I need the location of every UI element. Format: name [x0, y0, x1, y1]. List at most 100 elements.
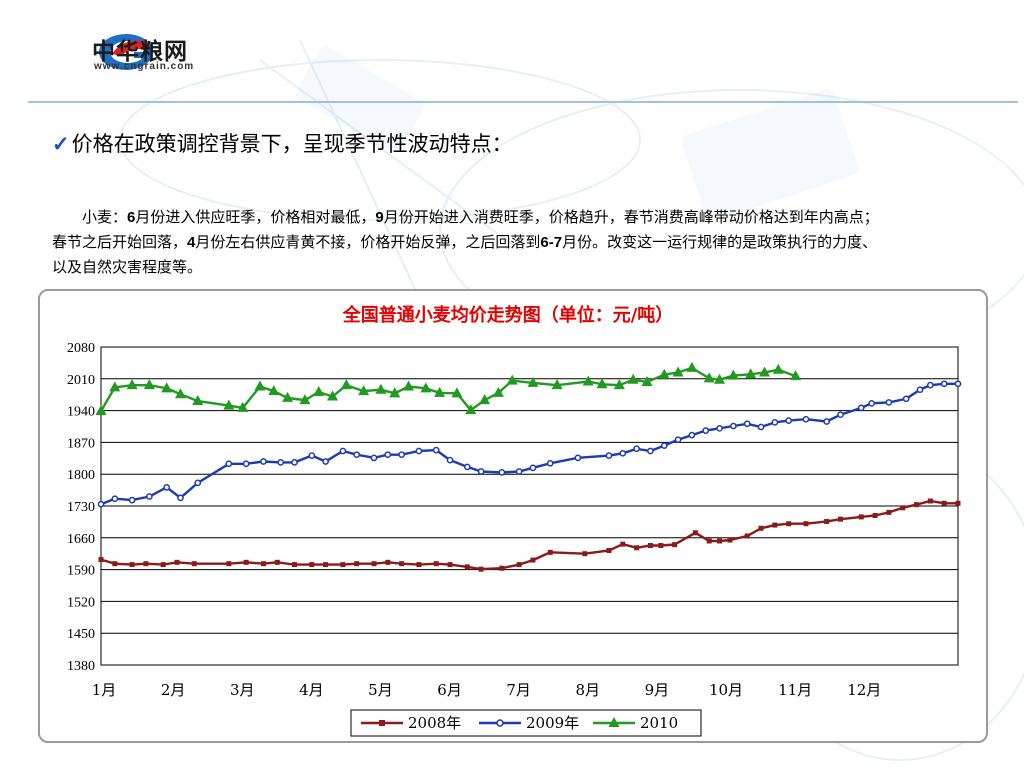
slide-heading: ✓价格在政策调控背景下，呈现季节性波动特点： [52, 128, 513, 158]
data-point [620, 541, 626, 547]
data-point [551, 379, 563, 390]
data-point [927, 381, 934, 389]
x-tick-label: 3月 [230, 681, 255, 699]
data-point [313, 385, 325, 396]
data-point [399, 561, 405, 567]
y-tick-label: 2010 [67, 373, 95, 388]
data-point [146, 493, 153, 500]
data-point [613, 379, 625, 390]
y-tick-label: 1870 [67, 436, 95, 451]
plot-area: 2080 2010 1940 1870 1800 1730 1660 1590 1520 1450… [67, 341, 962, 737]
legend-marker [608, 717, 620, 727]
data-point [420, 382, 432, 393]
data-point [226, 561, 232, 567]
data-point [308, 452, 316, 459]
data-point [605, 452, 613, 459]
data-point [446, 456, 454, 464]
data-point [758, 366, 770, 377]
para-number: 4 [187, 234, 196, 251]
legend-label: 2010 [640, 714, 678, 732]
data-point [126, 379, 138, 390]
data-point [95, 405, 107, 416]
data-point [672, 366, 684, 377]
data-point [192, 395, 204, 406]
data-point [389, 387, 401, 398]
data-point [340, 379, 352, 390]
checkmark-icon: ✓ [52, 131, 70, 156]
x-tick-label: 5月 [368, 681, 393, 699]
data-point [900, 505, 906, 511]
legend-marker [496, 719, 504, 727]
para-text: 月份左右供应青黄不接，价格开始反弹，之后回落到 [195, 233, 541, 251]
data-point [340, 562, 346, 568]
data-point [771, 419, 779, 426]
data-point [803, 521, 809, 527]
data-point [98, 557, 104, 563]
x-tick-label: 1月 [92, 681, 117, 699]
data-point [688, 431, 696, 439]
data-point [627, 373, 639, 384]
data-point [758, 525, 764, 531]
data-point [479, 394, 491, 405]
data-point [546, 459, 554, 467]
data-point [433, 561, 439, 567]
y-tick-label: 1660 [67, 532, 95, 547]
x-tick-label: 7月 [506, 681, 531, 699]
data-point [111, 495, 119, 503]
para-text: 月份进入供应旺季，价格相对最低， [135, 208, 376, 226]
data-point [274, 559, 280, 565]
data-point [717, 538, 723, 544]
legend-label: 2008年 [408, 714, 461, 732]
data-point [785, 417, 793, 424]
data-point [954, 380, 962, 388]
y-tick-label: 1590 [67, 564, 95, 579]
data-point [941, 500, 947, 506]
data-point [790, 370, 802, 381]
data-point [516, 562, 522, 568]
para-number: 9 [375, 209, 384, 226]
x-tick-label: 2月 [161, 681, 186, 699]
data-point [914, 502, 920, 508]
data-point [403, 380, 415, 391]
data-point [112, 561, 118, 567]
data-point [375, 383, 387, 394]
data-point [727, 369, 739, 380]
para-text: 月份。改变这一运行规律的是政策执行的力度、以及自然灾害程度等。 [52, 233, 878, 276]
data-point [641, 375, 653, 386]
x-tick-label: 11月 [778, 681, 812, 699]
data-point [902, 395, 910, 403]
data-point [772, 363, 784, 374]
heading-text: 价格在政策调控背景下，呈现季节性波动特点： [71, 132, 513, 156]
data-point [672, 542, 678, 548]
y-tick-label: 2080 [67, 341, 95, 356]
data-point [772, 522, 778, 528]
data-point [955, 500, 961, 506]
data-point [160, 562, 166, 568]
para-text: 小麦： [82, 208, 128, 226]
data-point [174, 559, 180, 565]
y-tick-label: 1730 [67, 500, 95, 515]
data-point [447, 562, 453, 568]
data-point [385, 559, 391, 565]
data-point [916, 386, 924, 394]
data-point [370, 454, 378, 462]
data-point [606, 548, 612, 554]
data-point [824, 518, 830, 524]
data-point [619, 449, 627, 457]
data-point [527, 376, 539, 387]
data-point [506, 374, 518, 385]
data-point [353, 451, 361, 459]
data-point [299, 394, 311, 405]
data-point [633, 445, 640, 453]
data-point [786, 521, 792, 527]
data-point [163, 484, 171, 491]
cngrain-logo [99, 34, 153, 70]
data-point [465, 404, 477, 415]
data-point [478, 566, 484, 572]
data-point [143, 561, 149, 567]
data-point [885, 399, 893, 406]
data-point [727, 537, 733, 543]
y-tick-label: 1940 [67, 405, 95, 420]
data-point [868, 399, 875, 407]
data-point [530, 557, 536, 563]
